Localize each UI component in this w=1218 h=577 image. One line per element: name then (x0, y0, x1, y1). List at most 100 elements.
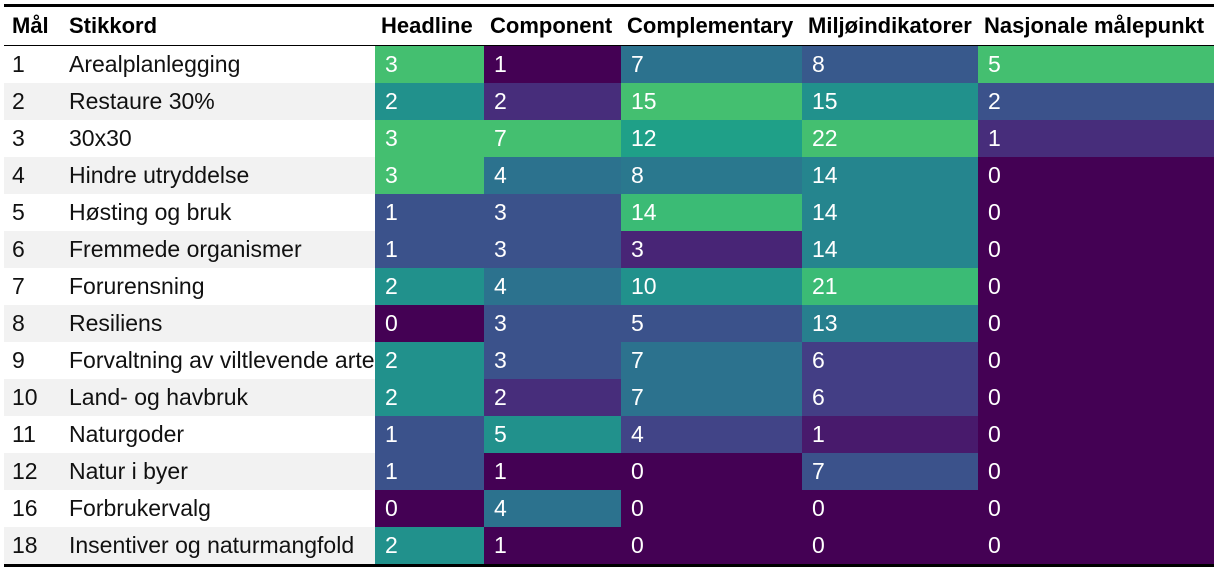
stikkord-cell: Hindre utryddelse (59, 157, 375, 194)
stikkord-cell: Forurensning (69, 273, 205, 299)
table-row: 12 Natur i byer 1 1 0 7 0 (4, 453, 1214, 490)
table-row: 18 Insentiver og naturmangfold 2 1 0 0 0 (4, 527, 1214, 564)
heat-cell-miljoindikatorer: 15 (802, 83, 978, 120)
stikkord-cell: Forbrukervalg (69, 495, 211, 521)
stikkord-cell: Høsting og bruk (69, 199, 232, 225)
stikkord-cell: Naturgoder (69, 421, 185, 447)
stikkord-cell: Arealplanlegging (69, 51, 241, 77)
stikkord-cell: Fremmede organismer (59, 231, 375, 268)
heat-cell-nasjonale-malepunkt: 0 (978, 157, 1214, 194)
stikkord-cell: Natur i byer (59, 453, 375, 490)
heat-cell-miljoindikatorer: 13 (802, 305, 978, 342)
heat-cell-complementary: 0 (621, 527, 802, 564)
heat-cell-miljoindikatorer: 22 (802, 120, 978, 157)
heat-cell-miljoindikatorer: 14 (802, 231, 978, 268)
mal-cell: 18 (4, 527, 59, 564)
heat-cell-complementary: 8 (621, 157, 802, 194)
heat-cell-headline: 2 (375, 268, 484, 305)
stikkord-cell: Forvaltning av viltlevende arter (69, 347, 375, 373)
header-rule (4, 45, 1214, 46)
table-row: 8 Resiliens 0 3 5 13 0 (4, 305, 1214, 342)
table-row: 11 Naturgoder 1 5 4 1 0 (4, 416, 1214, 453)
heat-cell-component: 1 (484, 453, 621, 490)
heat-cell-component: 4 (484, 268, 621, 305)
mal-cell: 2 (4, 83, 59, 120)
mal-cell: 5 (12, 199, 25, 225)
heat-cell-nasjonale-malepunkt: 0 (978, 268, 1214, 305)
heat-cell-component: 3 (484, 305, 621, 342)
table-row: 1 Arealplanlegging 3 1 7 8 5 (4, 46, 1214, 83)
heat-cell-complementary: 15 (621, 83, 802, 120)
column-header-component: Component (490, 13, 613, 38)
column-header-complementary: Complementary (627, 13, 794, 38)
heat-cell-nasjonale-malepunkt: 0 (978, 527, 1214, 564)
heat-cell-component: 2 (484, 379, 621, 416)
column-header-mal: Mål (12, 13, 49, 38)
mal-cell: 6 (4, 231, 59, 268)
mal-cell: 16 (12, 495, 38, 521)
stikkord-cell: Resiliens (59, 305, 375, 342)
heat-cell-nasjonale-malepunkt: 0 (978, 342, 1214, 379)
heat-cell-component: 4 (484, 157, 621, 194)
heat-cell-miljoindikatorer: 21 (802, 268, 978, 305)
heat-cell-component: 3 (484, 194, 621, 231)
heat-cell-headline: 2 (375, 342, 484, 379)
column-header-headline: Headline (381, 13, 473, 38)
table-top-rule (4, 4, 1214, 7)
heatmap-table: Mål Stikkord Headline Component Compleme… (4, 4, 1214, 567)
table-row: 7 Forurensning 2 4 10 21 0 (4, 268, 1214, 305)
mal-cell: 1 (12, 51, 25, 77)
table-row: 4 Hindre utryddelse 3 4 8 14 0 (4, 157, 1214, 194)
heat-cell-complementary: 12 (621, 120, 802, 157)
heat-cell-complementary: 7 (621, 46, 802, 83)
table-row: 3 30x30 3 7 12 22 1 (4, 120, 1214, 157)
table-row: 6 Fremmede organismer 1 3 3 14 0 (4, 231, 1214, 268)
heat-cell-complementary: 3 (621, 231, 802, 268)
mal-cell: 11 (12, 421, 36, 447)
stikkord-cell: Land- og havbruk (59, 379, 375, 416)
mal-cell: 10 (4, 379, 59, 416)
heat-cell-nasjonale-malepunkt: 1 (978, 120, 1214, 157)
heat-cell-miljoindikatorer: 8 (802, 46, 978, 83)
heat-cell-component: 7 (484, 120, 621, 157)
heat-cell-nasjonale-malepunkt: 0 (978, 416, 1214, 453)
table-body: 1 Arealplanlegging 3 1 7 8 5 2 Restaure 30% 2 2 15 1… (4, 46, 1214, 564)
heat-cell-miljoindikatorer: 7 (802, 453, 978, 490)
heat-cell-miljoindikatorer: 14 (802, 194, 978, 231)
heat-cell-headline: 3 (375, 157, 484, 194)
heat-cell-headline: 2 (375, 527, 484, 564)
table-bottom-rule (4, 564, 1214, 567)
table-row: 2 Restaure 30% 2 2 15 15 2 (4, 83, 1214, 120)
mal-cell: 9 (12, 347, 25, 373)
heat-cell-miljoindikatorer: 1 (802, 416, 978, 453)
heat-cell-headline: 3 (375, 120, 484, 157)
heat-cell-complementary: 10 (621, 268, 802, 305)
heat-cell-headline: 1 (375, 453, 484, 490)
heat-cell-nasjonale-malepunkt: 0 (978, 305, 1214, 342)
heat-cell-headline: 1 (375, 194, 484, 231)
heat-cell-complementary: 0 (621, 453, 802, 490)
heat-cell-nasjonale-malepunkt: 0 (978, 490, 1214, 527)
heat-cell-nasjonale-malepunkt: 0 (978, 231, 1214, 268)
heat-cell-nasjonale-malepunkt: 2 (978, 83, 1214, 120)
heat-cell-component: 3 (484, 342, 621, 379)
heat-cell-component: 1 (484, 46, 621, 83)
heat-cell-miljoindikatorer: 14 (802, 157, 978, 194)
heat-cell-component: 1 (484, 527, 621, 564)
heat-cell-headline: 0 (375, 490, 484, 527)
heat-cell-complementary: 4 (621, 416, 802, 453)
mal-cell: 3 (12, 125, 25, 151)
heat-cell-component: 2 (484, 83, 621, 120)
heat-cell-headline: 1 (375, 416, 484, 453)
stikkord-cell: 30x30 (69, 125, 132, 151)
column-header-miljoindikatorer: Miljøindikatorer (808, 13, 972, 38)
heat-cell-complementary: 5 (621, 305, 802, 342)
column-header-nasjonale-malepunkt: Nasjonale målepunkt (984, 13, 1205, 38)
heat-cell-miljoindikatorer: 6 (802, 379, 978, 416)
heat-cell-headline: 3 (375, 46, 484, 83)
stikkord-cell: Insentiver og naturmangfold (59, 527, 375, 564)
heat-cell-headline: 1 (375, 231, 484, 268)
heat-cell-complementary: 14 (621, 194, 802, 231)
table-row: 5 Høsting og bruk 1 3 14 14 0 (4, 194, 1214, 231)
column-header-stikkord: Stikkord (69, 13, 158, 38)
